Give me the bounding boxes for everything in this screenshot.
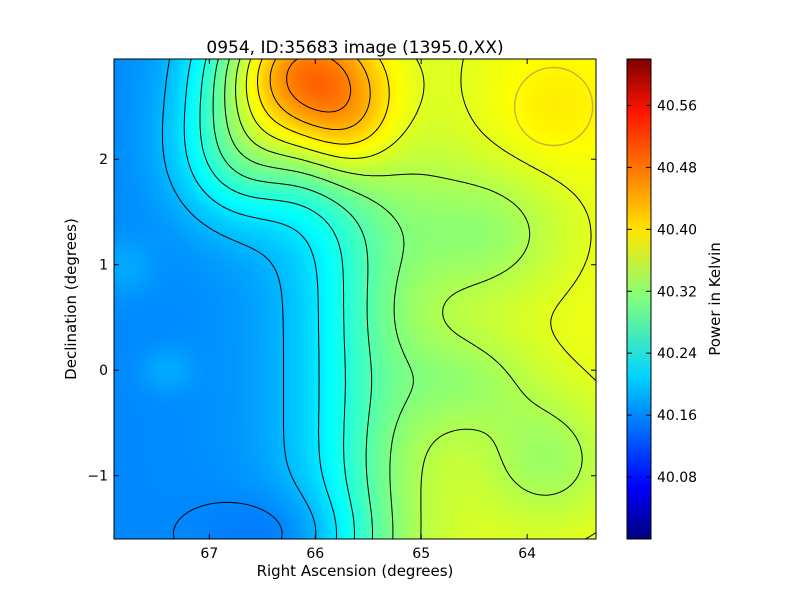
colorbar-tick-label: 40.16 [657, 408, 697, 424]
contour-line [269, 59, 371, 130]
contour-line [257, 59, 390, 145]
contour-line [172, 501, 283, 539]
colorbar-tick-label: 40.24 [657, 346, 697, 362]
contour-line [245, 59, 596, 539]
contour-line [199, 59, 355, 539]
colorbar-gradient [626, 58, 652, 540]
colorbar: 40.56 40.48 40.40 40.32 40.24 40.16 40.08 [626, 58, 697, 540]
x-axis-ticks: 67 66 65 64 [200, 59, 536, 562]
beam-circle [513, 66, 594, 147]
x-tick-label: 67 [200, 546, 218, 562]
contour-line [161, 59, 317, 539]
contour-line [212, 59, 373, 539]
chart-title: 0954, ID:35683 image (1395.0,XX) [206, 38, 503, 58]
colorbar-tick-label: 40.08 [657, 470, 697, 486]
contour-line [224, 59, 414, 539]
x-tick-label: 65 [412, 546, 430, 562]
plot-area: 67 66 65 64 2 1 0 −1 [87, 58, 597, 562]
y-tick-label: 1 [99, 258, 108, 274]
heatmap-image [114, 59, 596, 539]
x-axis-label: Right Ascension (degrees) [257, 562, 454, 580]
y-tick-label: 0 [99, 363, 108, 379]
colorbar-ticks: 40.56 40.48 40.40 40.32 40.24 40.16 40.08 [627, 98, 697, 486]
contour-line [286, 59, 352, 113]
colorbar-tick-label: 40.32 [657, 284, 697, 300]
y-axis-label: Declination (degrees) [62, 218, 80, 380]
colorbar-tick-label: 40.40 [657, 222, 697, 238]
y-tick-label: −1 [87, 469, 108, 485]
colorbar-tick-label: 40.48 [657, 160, 697, 176]
y-tick-label: 2 [99, 152, 108, 168]
x-tick-label: 64 [518, 546, 536, 562]
plot-frame [113, 58, 597, 540]
y-axis-ticks: 2 1 0 −1 [87, 152, 596, 485]
contour-line [235, 59, 583, 539]
contour-lines [161, 59, 596, 539]
colorbar-label: Power in Kelvin [706, 242, 724, 356]
colorbar-tick-label: 40.56 [657, 98, 697, 114]
contour-line [183, 59, 337, 539]
x-tick-label: 66 [306, 546, 324, 562]
